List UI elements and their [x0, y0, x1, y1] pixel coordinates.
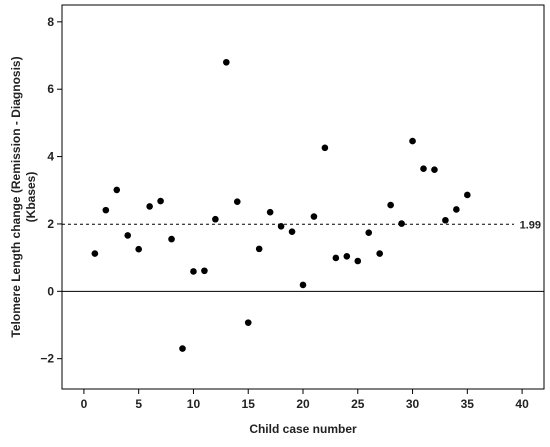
- plot-frame: [61, 4, 545, 390]
- x-tick-label: 30: [406, 397, 420, 411]
- x-tick-label: 15: [242, 397, 256, 411]
- data-point: [332, 254, 340, 262]
- x-axis-title: Child case number: [249, 422, 357, 436]
- data-point: [113, 186, 121, 194]
- data-point: [299, 281, 307, 289]
- data-point: [255, 245, 263, 253]
- reference-lines: 1.99: [62, 219, 544, 292]
- data-point: [233, 198, 241, 206]
- x-tick-label: 0: [81, 397, 88, 411]
- data-point: [179, 345, 186, 352]
- y-tick-label: 4: [47, 150, 54, 164]
- data-point: [354, 257, 362, 265]
- data-point: [157, 197, 164, 205]
- mean-reference-label: 1.99: [520, 219, 541, 231]
- data-point: [266, 208, 274, 216]
- data-point: [288, 228, 296, 235]
- data-point: [124, 232, 132, 239]
- x-tick-label: 35: [461, 397, 475, 411]
- y-tick-label: 0: [47, 284, 54, 298]
- data-point: [168, 235, 175, 243]
- data-point: [212, 215, 219, 223]
- data-point: [310, 213, 318, 220]
- data-point: [464, 191, 471, 199]
- data-point: [321, 144, 329, 152]
- x-tick-label: 25: [351, 397, 365, 411]
- data-point: [223, 58, 230, 66]
- y-axis: −2 0 2 4 6 8: [40, 15, 62, 366]
- data-point: [420, 165, 427, 173]
- y-tick-label: −2: [40, 352, 54, 366]
- data-point: [365, 229, 373, 237]
- y-tick-label: 6: [47, 82, 54, 96]
- data-point: [376, 250, 383, 257]
- data-point: [387, 201, 394, 209]
- data-point: [431, 166, 438, 174]
- data-point: [91, 250, 99, 257]
- x-tick-label: 20: [296, 397, 310, 411]
- x-tick-label: 40: [515, 397, 529, 411]
- y-axis-title-line-2: (Kbases): [24, 172, 38, 223]
- y-axis-title: Telomere Length change (Remission - Diag…: [9, 56, 38, 337]
- data-point: [277, 223, 285, 230]
- data-point: [135, 245, 142, 253]
- data-points: [91, 58, 471, 352]
- data-point: [442, 216, 449, 224]
- x-tick-label: 10: [187, 397, 201, 411]
- data-point: [146, 203, 153, 210]
- data-point: [343, 252, 351, 260]
- x-axis: 0 5 10 15 20 25 30 35 40: [81, 389, 529, 411]
- data-point: [244, 319, 252, 326]
- y-axis-title-line-1: Telomere Length change (Remission - Diag…: [9, 56, 23, 337]
- data-point: [409, 137, 416, 145]
- data-point: [398, 220, 405, 227]
- data-point: [453, 206, 460, 213]
- x-tick-label: 5: [135, 397, 142, 411]
- data-point: [201, 267, 208, 275]
- y-tick-label: 2: [47, 217, 54, 231]
- data-point: [102, 206, 110, 214]
- y-tick-label: 8: [47, 15, 54, 29]
- data-point: [190, 268, 197, 275]
